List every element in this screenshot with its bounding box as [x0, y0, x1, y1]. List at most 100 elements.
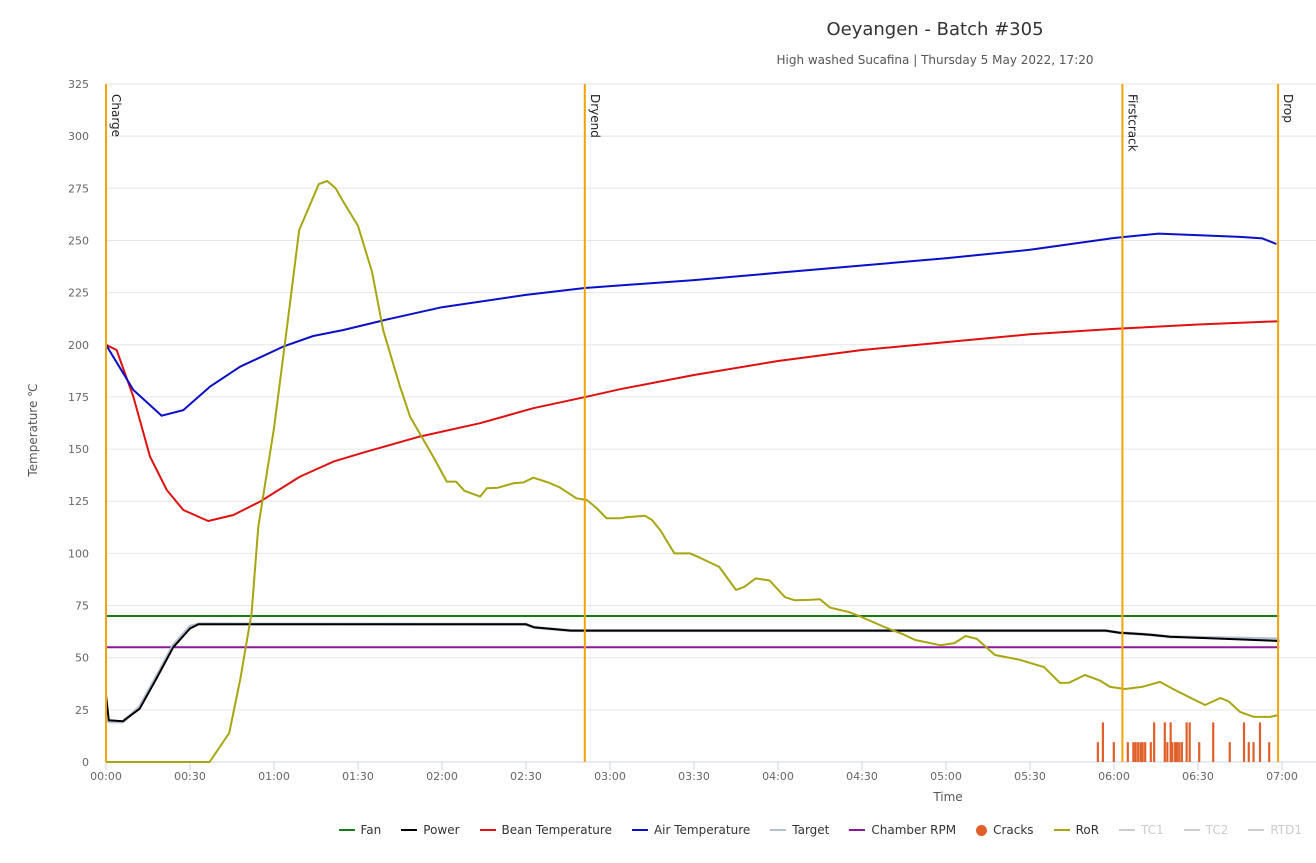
crack-bar — [1137, 742, 1140, 762]
y-tick-label: 275 — [68, 182, 89, 195]
crack-bar — [1242, 722, 1246, 762]
series-air-temperature — [105, 232, 1277, 417]
legend-label: TC1 — [1141, 823, 1164, 837]
crack-bar — [1141, 742, 1144, 762]
legend-item-chamber-rpm[interactable]: Chamber RPM — [849, 823, 956, 837]
y-tick-label: 0 — [82, 756, 89, 769]
series-power — [105, 623, 1280, 723]
y-tick-label: 250 — [68, 234, 89, 247]
legend-item-target[interactable]: Target — [770, 823, 829, 837]
legend-label: Cracks — [993, 823, 1034, 837]
crack-bar — [1185, 722, 1188, 762]
legend-item-power[interactable]: Power — [401, 823, 460, 837]
crack-bar — [1169, 722, 1172, 762]
crack-bar — [1166, 742, 1169, 762]
line-marker-icon — [401, 829, 418, 831]
legend-label: Fan — [360, 823, 382, 837]
crack-bar — [1112, 742, 1115, 762]
x-tick-label: 01:30 — [342, 770, 374, 783]
crack-bar — [1180, 742, 1183, 762]
x-tick-label: 06:00 — [1098, 770, 1130, 783]
chart-subtitle: High washed Sucafina | Thursday 5 May 20… — [776, 53, 1094, 67]
legend-item-cracks[interactable]: Cracks — [976, 823, 1034, 837]
x-tick-label: 00:30 — [174, 770, 206, 783]
legend-item-ror[interactable]: RoR — [1053, 823, 1100, 837]
line-marker-icon — [1248, 829, 1265, 831]
legend-item-air-temperature[interactable]: Air Temperature — [631, 823, 751, 837]
legend-label: Power — [423, 823, 460, 837]
x-tick-label: 05:00 — [930, 770, 962, 783]
line-marker-icon — [631, 829, 648, 831]
legend-item-tc1[interactable]: TC1 — [1119, 823, 1164, 837]
crack-bar — [1258, 722, 1262, 762]
legend-label: Target — [792, 823, 830, 837]
crack-bar — [1126, 742, 1129, 762]
x-tick-label: 03:00 — [594, 770, 626, 783]
crack-bar — [1132, 742, 1135, 762]
legend-label: Bean Temperature — [501, 823, 612, 837]
crack-bar — [1228, 742, 1231, 762]
legend-label: Chamber RPM — [871, 823, 957, 837]
x-tick-label: 04:30 — [846, 770, 878, 783]
crack-bar — [1174, 742, 1177, 762]
event-label-dryend: Dryend — [588, 94, 602, 138]
legend-label: RTD1 — [1270, 823, 1302, 837]
y-tick-label: 25 — [75, 704, 89, 717]
crack-bar — [1252, 742, 1255, 762]
line-marker-icon — [1053, 829, 1070, 831]
crack-bar — [1134, 742, 1137, 762]
crack-bar — [1176, 742, 1179, 762]
legend-label: RoR — [1075, 823, 1100, 837]
dot-marker-icon — [976, 824, 988, 836]
y-tick-label: 150 — [68, 443, 89, 456]
y-tick-label: 200 — [68, 339, 89, 352]
crack-bar — [1188, 722, 1191, 762]
series-ror — [106, 180, 1279, 763]
crack-bar — [1139, 742, 1142, 762]
crack-bar — [1268, 742, 1271, 762]
legend: Fan Power Bean Temperature Air Temperature T… — [338, 823, 1302, 837]
legend-label: Air Temperature — [653, 823, 751, 837]
line-marker-icon — [1183, 829, 1200, 831]
x-tick-label: 07:00 — [1266, 770, 1298, 783]
line-marker-icon — [1119, 829, 1136, 831]
y-tick-label: 50 — [75, 652, 89, 665]
legend-item-tc2[interactable]: TC2 — [1183, 823, 1229, 837]
y-axis-title: Temperature ℃ — [26, 383, 40, 477]
y-tick-label: 125 — [68, 495, 89, 508]
x-tick-label: 00:00 — [90, 770, 122, 783]
series-target — [105, 622, 1280, 724]
series-bean-temperature — [105, 320, 1280, 522]
crack-bar — [1198, 742, 1201, 762]
crack-bar — [1096, 742, 1099, 762]
crack-bar — [1171, 742, 1174, 762]
legend-item-fan[interactable]: Fan — [338, 823, 382, 837]
crack-bar — [1212, 722, 1215, 762]
legend-label: TC2 — [1205, 823, 1229, 837]
x-tick-label: 02:00 — [426, 770, 458, 783]
x-axis-title: Time — [932, 790, 962, 804]
crack-bar — [1247, 742, 1250, 762]
x-tick-label: 01:00 — [258, 770, 290, 783]
y-tick-label: 225 — [68, 287, 89, 300]
legend-item-bean-temperature[interactable]: Bean Temperature — [479, 823, 612, 837]
event-label-charge: Charge — [109, 94, 123, 137]
chart-title: Oeyangen - Batch #305 — [826, 19, 1044, 40]
x-tick-label: 06:30 — [1182, 770, 1214, 783]
event-label-firstcrack: Firstcrack — [1125, 94, 1139, 152]
crack-bar — [1101, 722, 1104, 762]
x-tick-label: 02:30 — [510, 770, 542, 783]
y-tick-label: 75 — [75, 600, 89, 613]
crack-bar — [1144, 742, 1147, 762]
x-tick-label: 04:00 — [762, 770, 794, 783]
y-tick-label: 325 — [68, 78, 89, 91]
legend-item-rtd1[interactable]: RTD1 — [1248, 823, 1302, 837]
line-marker-icon — [849, 829, 866, 831]
y-tick-label: 300 — [68, 130, 89, 143]
x-tick-label: 05:30 — [1014, 770, 1046, 783]
y-tick-label: 175 — [68, 391, 89, 404]
crack-bar — [1178, 742, 1181, 762]
line-marker-icon — [770, 829, 787, 831]
crack-bar — [1153, 722, 1156, 762]
